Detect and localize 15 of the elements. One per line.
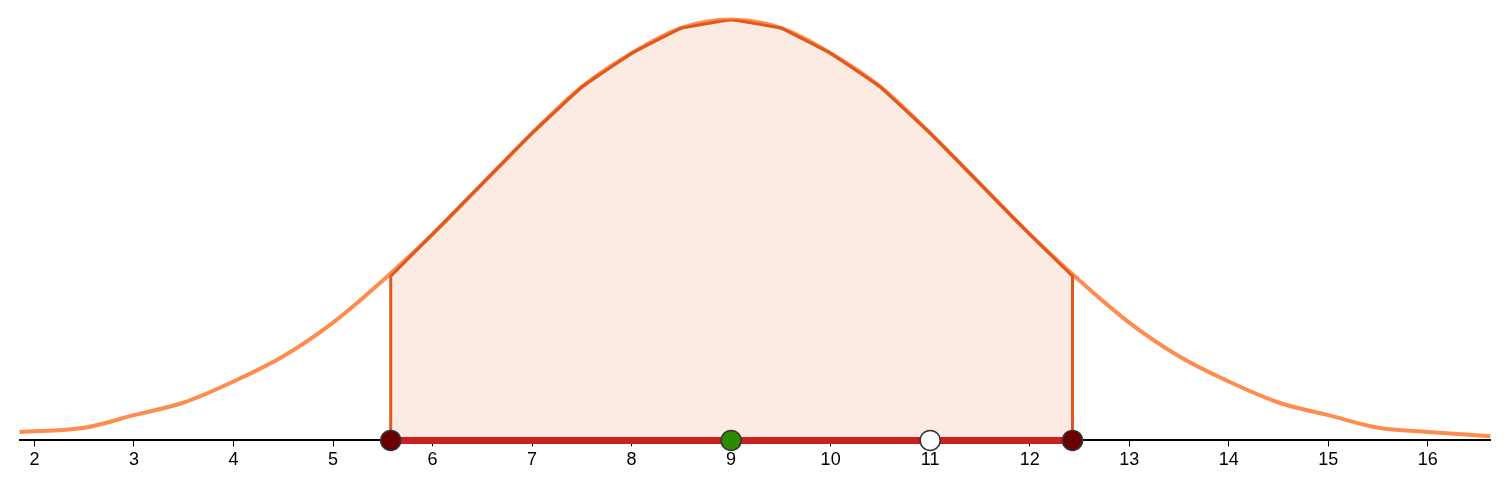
x-tick-label: 7 [527,449,538,470]
x-tick-label: 11 [920,449,940,470]
x-tick-label: 13 [1119,449,1140,470]
x-tick-label: 16 [1417,449,1438,470]
x-tick-label: 10 [820,449,841,470]
x-tick-label: 9 [726,449,737,470]
x-tick-label: 3 [128,449,139,470]
x-tick-label: 6 [427,449,438,470]
x-tick-label: 14 [1218,449,1239,470]
x-tick-label: 2 [29,449,40,470]
x-tick-label: 5 [328,449,339,470]
x-tick-label: 8 [626,449,637,470]
x-tick-label: 15 [1318,449,1339,470]
x-tick-label: 12 [1019,449,1040,470]
x-tick-label: 4 [228,449,239,470]
